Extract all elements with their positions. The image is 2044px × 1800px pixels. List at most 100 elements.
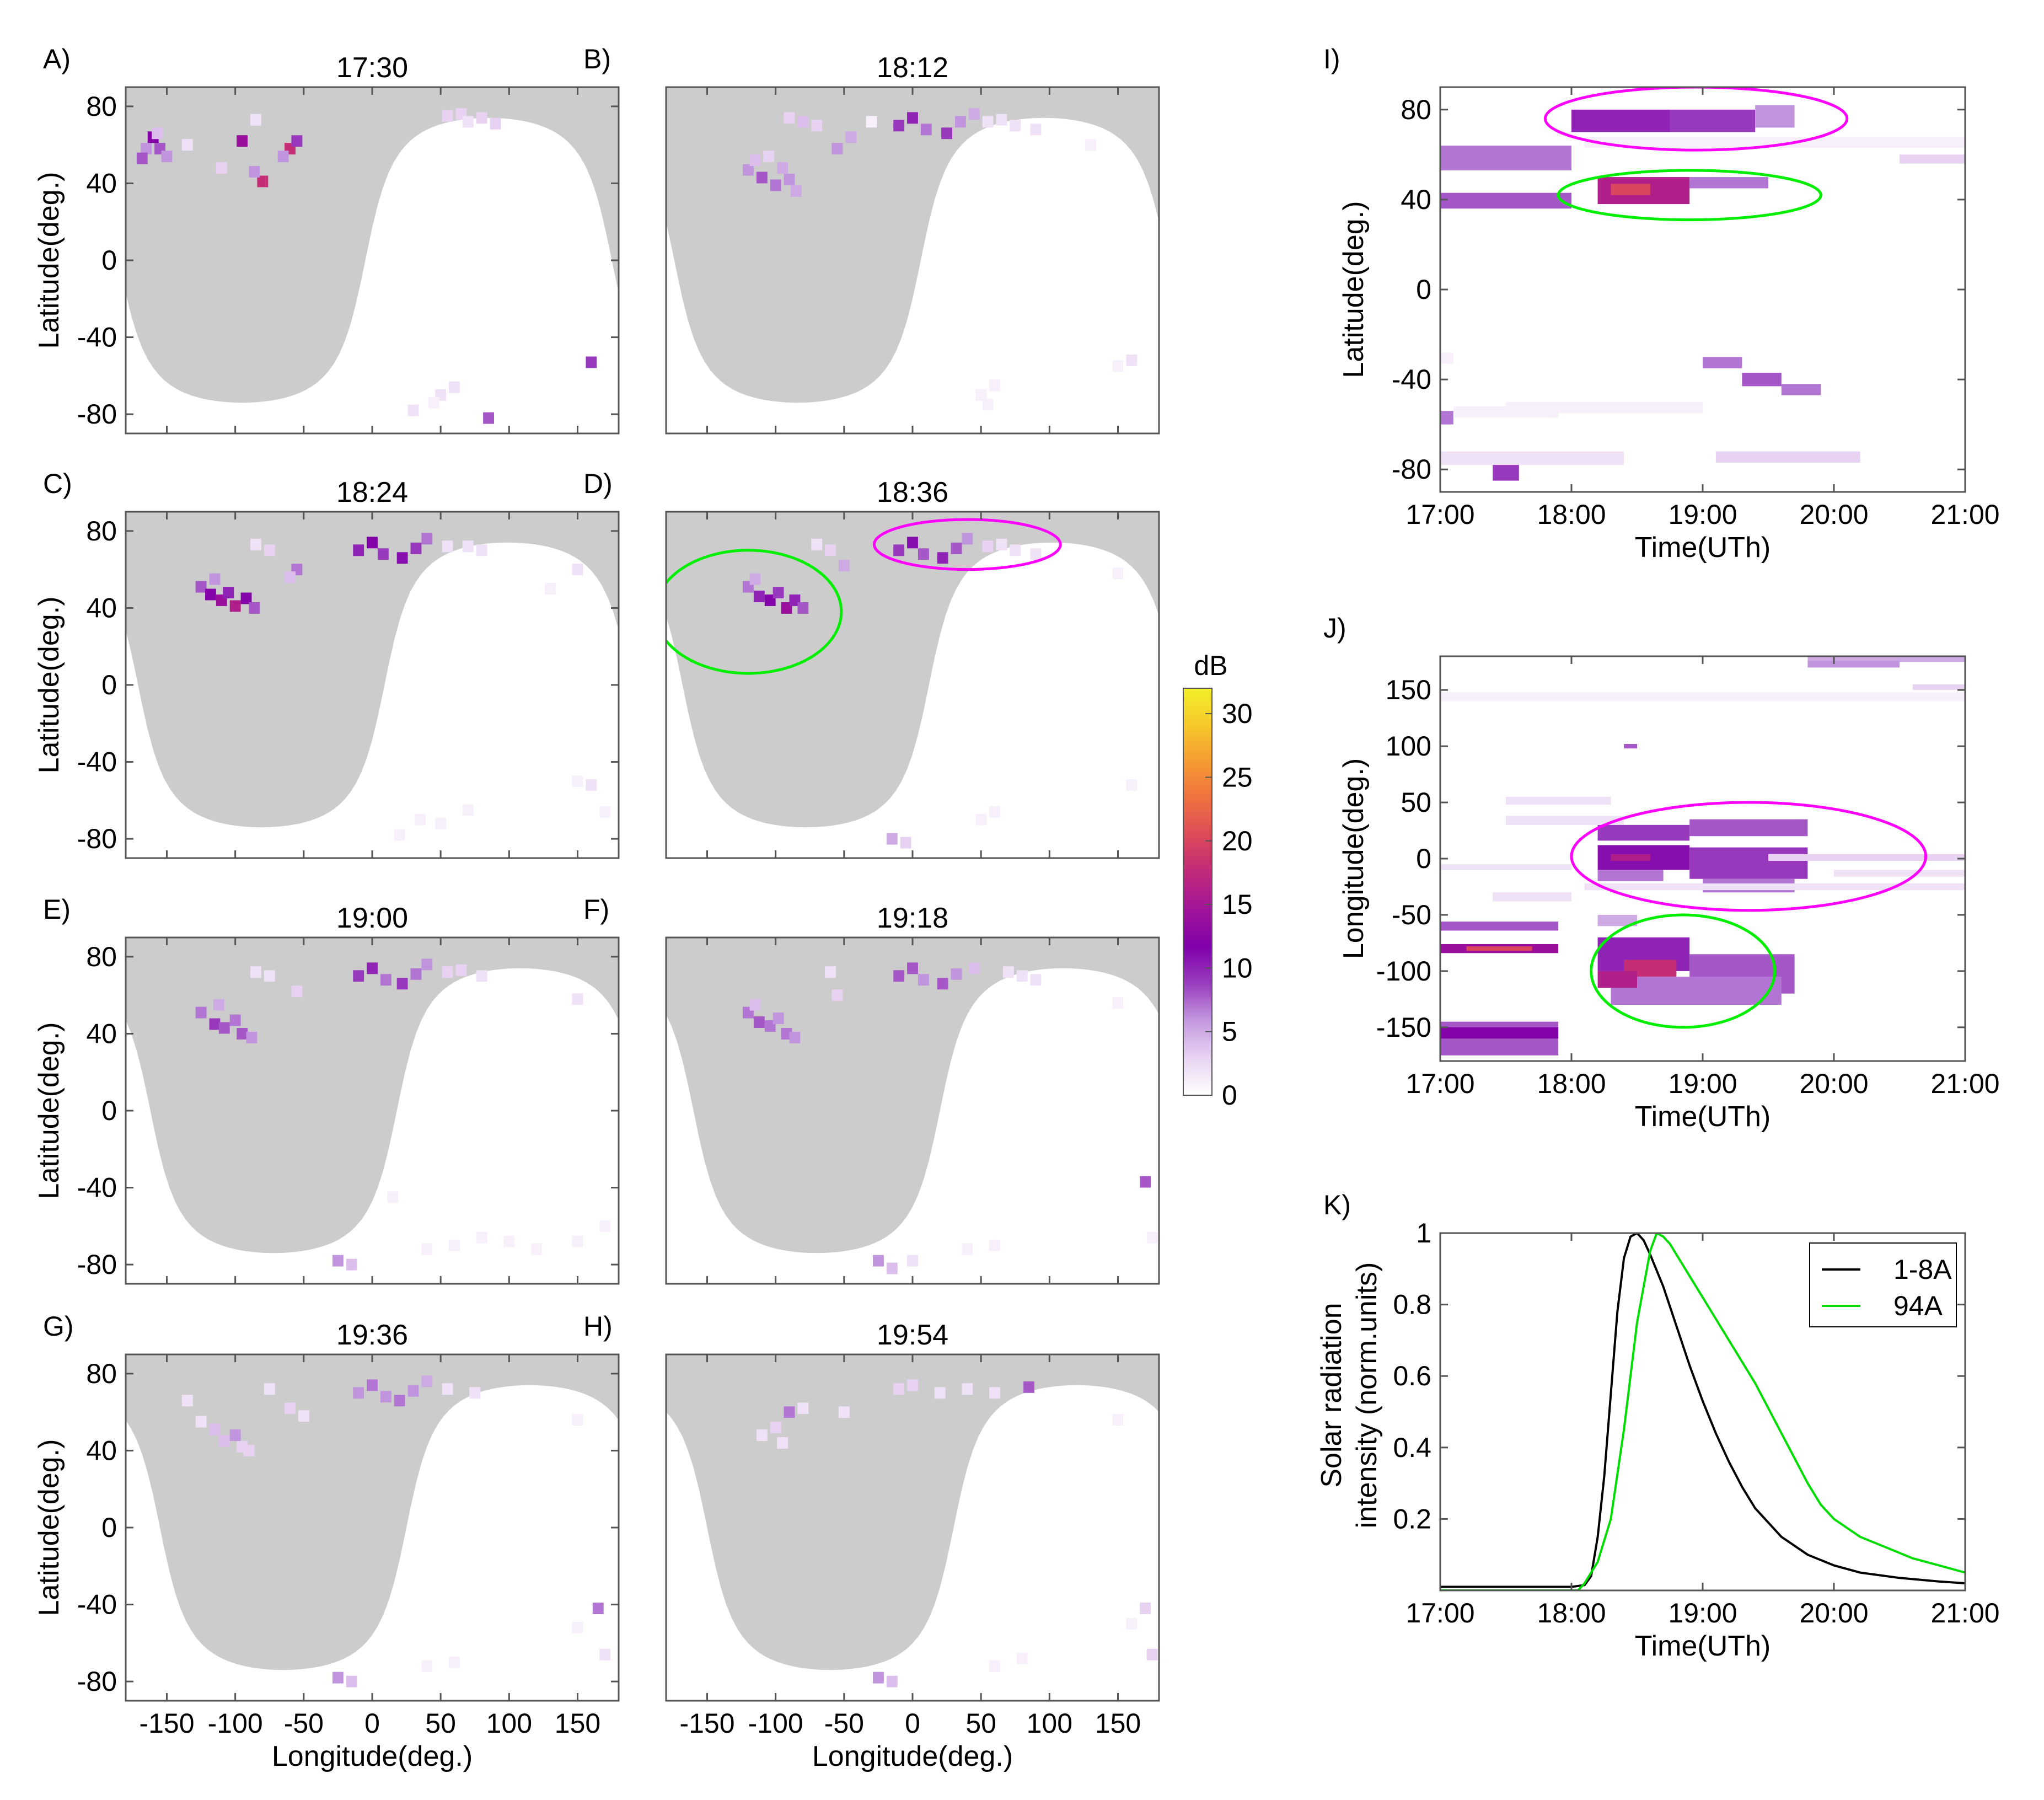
series-line-1-8a [1440,1233,1965,1588]
data-cell [410,968,422,980]
data-cell [462,116,474,128]
data-cell [749,573,761,585]
data-cell [1807,661,1900,668]
data-cell [1085,139,1096,151]
data-cell [763,151,775,163]
x-tick-label: -50 [284,1708,324,1739]
data-cell [572,775,583,787]
data-cell [996,538,1007,550]
y-tick-label: -40 [77,322,117,353]
colorbar: dB 0 5 10 15 20 25 30 [1183,650,1253,1111]
data-cell [1140,1176,1151,1188]
data-cell [1440,411,1453,425]
data-cell [410,542,422,554]
data-cell [380,974,391,986]
data-cell [962,1243,973,1255]
panel-label: A) [43,44,71,74]
data-cell [770,179,781,191]
highlight-ellipse [872,518,1062,571]
data-cell [421,1243,433,1255]
data-cell [1912,684,1965,690]
data-cell [1571,109,1670,132]
colorbar-tick-label: 25 [1222,762,1253,792]
x-axis-label: Time(UTh) [1635,1630,1771,1662]
data-cell [181,1395,193,1407]
colorbar-tick-label: 10 [1222,952,1253,983]
data-cell [449,1656,460,1668]
data-cell [1689,819,1808,837]
y-tick-label: 100 [1386,731,1431,762]
data-cell [1016,970,1028,982]
data-cell [1030,124,1042,136]
panel-c: 80 40 0 -40 -80 Latitude(deg.) C) 18:24 [33,468,620,859]
y-tick-label: 0.6 [1393,1360,1431,1391]
data-cell [1030,974,1042,986]
map-area [666,87,1159,433]
data-cell [195,581,207,593]
map-area [666,1354,1159,1701]
map-area [666,938,1159,1284]
x-tick-label: 17:00 [1405,1598,1474,1628]
data-cell [285,1402,296,1415]
panel-b: B) 18:12 [583,44,1160,435]
night-region [126,1354,619,1670]
data-cell [838,560,850,572]
panel-a: 80 40 0 -40 -80 Latitude(deg.) A) 17:30 [33,44,620,435]
data-cell [1689,847,1808,879]
data-cell [1440,1027,1559,1039]
data-cell [572,1621,583,1633]
series-line-94a [1440,1233,1965,1590]
data-cell [243,1444,255,1456]
y-tick-label: -80 [1392,454,1431,485]
data-cell [1742,372,1782,387]
data-cell [205,588,216,601]
data-cell [831,143,843,155]
data-cell [572,564,583,576]
highlight-ellipse [1543,87,1849,152]
data-cell [476,544,487,556]
y-tick-label: -40 [77,747,117,778]
data-cell [937,978,948,990]
data-cell [469,1387,481,1399]
night-region [126,938,619,1253]
data-cell [291,985,303,998]
data-cell [209,573,221,585]
colorbar-label: dB [1194,650,1227,681]
data-cell [476,112,487,124]
x-tick-label: -100 [748,1708,803,1739]
data-cell [483,412,495,424]
data-cell [161,151,173,163]
data-cell [1703,357,1742,368]
y-tick-label: 40 [1401,184,1431,215]
panel-label: B) [583,44,611,74]
data-cell [353,970,364,982]
data-cell [346,1258,357,1271]
data-cell [428,397,439,409]
x-axis-label: Time(UTh) [1635,532,1771,564]
data-cell [216,162,227,174]
data-cell [218,1022,230,1034]
data-cell [237,1027,248,1040]
data-cell [1140,1603,1151,1614]
data-cell [743,164,754,176]
data-cell [442,110,453,122]
data-cell [920,124,932,136]
y-tick-label: 80 [86,91,117,122]
y-tick-label: 50 [1401,787,1431,818]
y-tick-label: 0 [1416,274,1431,305]
data-cell [1506,401,1703,414]
data-cell [449,381,460,393]
panel-title: 17:30 [336,52,408,84]
y-tick-label: 0 [101,1512,117,1543]
data-cell [907,1379,918,1391]
y-tick-label: 0.8 [1393,1289,1431,1320]
data-cell [951,542,962,554]
highlight-ellipse [1590,913,1777,1029]
panel-label: J) [1323,613,1346,644]
data-cell [421,1660,433,1672]
data-cell [277,151,289,163]
y-tick-label: 0 [101,1095,117,1126]
data-cell [249,166,260,178]
map-area [666,512,1159,858]
data-cell [907,112,918,124]
